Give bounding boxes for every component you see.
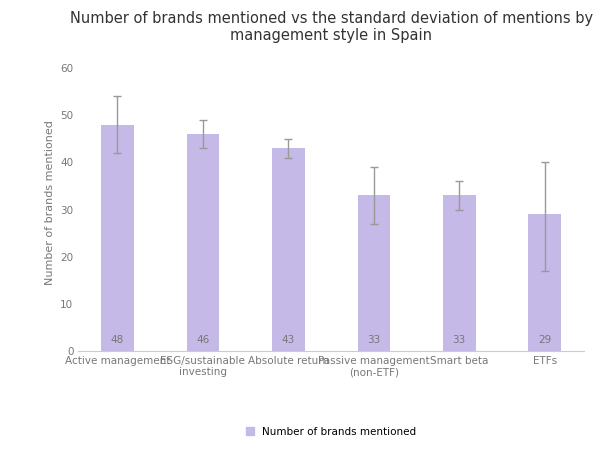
Text: 33: 33 <box>367 335 380 345</box>
Bar <box>272 148 305 351</box>
Text: 46: 46 <box>196 335 209 345</box>
Text: 29: 29 <box>538 335 551 345</box>
Text: 48: 48 <box>111 335 124 345</box>
Bar <box>101 125 134 351</box>
Bar <box>443 195 476 351</box>
Y-axis label: Number of brands mentioned: Number of brands mentioned <box>45 120 55 285</box>
Bar <box>529 214 561 351</box>
Text: 43: 43 <box>282 335 295 345</box>
Bar <box>187 134 219 351</box>
Title: Number of brands mentioned vs the standard deviation of mentions by
management s: Number of brands mentioned vs the standa… <box>70 11 592 43</box>
Legend: Number of brands mentioned: Number of brands mentioned <box>241 423 421 441</box>
Bar <box>358 195 390 351</box>
Text: 33: 33 <box>453 335 466 345</box>
